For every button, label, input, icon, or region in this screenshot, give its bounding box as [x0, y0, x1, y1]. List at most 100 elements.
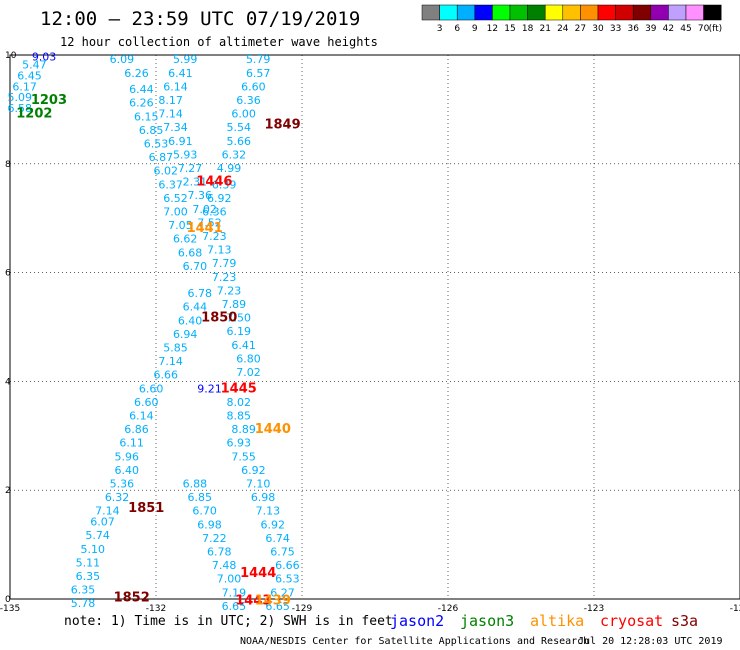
wave-height-value: 6.86	[124, 423, 149, 436]
wave-height-value: 6.53	[275, 573, 300, 586]
wave-height-value: 6.14	[163, 80, 188, 93]
wave-height-value: 6.92	[241, 464, 266, 477]
footer-note: note: 1) Time is in UTC; 2) SWH is in fe…	[64, 614, 393, 629]
wave-height-value: 4.99	[217, 162, 242, 175]
x-tick-label: -132	[146, 604, 166, 614]
pass-time-label: 1852	[114, 591, 150, 606]
satellite-jason3: jason3	[460, 612, 514, 630]
wave-height-value: 7.10	[246, 477, 271, 490]
wave-height-value: 6.98	[197, 518, 222, 531]
legend-label: 24	[557, 24, 569, 34]
pass-time-label: 1850	[201, 311, 237, 326]
wave-height-value: 6.70	[183, 260, 208, 273]
wave-height-value: 6.36	[236, 94, 261, 107]
legend-label: 30	[592, 24, 604, 34]
wave-height-value: 7.22	[202, 532, 227, 545]
x-tick-label: -135	[0, 604, 20, 614]
wave-height-value: 5.93	[173, 148, 198, 161]
legend-label: 39	[645, 24, 657, 34]
legend-label: 70	[698, 24, 710, 34]
wave-height-value: 6.32	[222, 148, 247, 161]
satellite-cryosat: cryosat	[600, 612, 663, 630]
wave-height-value: 6.53	[144, 137, 169, 150]
wave-height-value: 7.55	[231, 450, 256, 463]
wave-height-value: 6.35	[76, 570, 101, 583]
legend-swatch	[492, 4, 511, 21]
wave-height-value: 6.75	[270, 545, 295, 558]
wave-height-value: 6.45	[17, 69, 42, 82]
pass-time-label: 1441	[187, 221, 223, 236]
wave-height-value: 6.40	[115, 464, 140, 477]
wave-height-value: 7.05	[168, 219, 193, 232]
y-tick-label: 2	[5, 486, 11, 496]
legend-label: 12	[487, 24, 498, 34]
grid-lines	[10, 55, 740, 599]
satellite-jason2: jason2	[390, 612, 444, 630]
wave-height-value: 6.44	[183, 301, 208, 314]
wave-height-value: 6.58	[7, 102, 32, 115]
legend-label: 21	[539, 24, 550, 34]
pass-time-label: 1203	[31, 93, 67, 108]
legend-label: 18	[522, 24, 534, 34]
legend-unit: (ft)	[709, 24, 723, 34]
pass-time-label: 1440	[255, 422, 291, 437]
wave-height-value: 6.60	[134, 396, 159, 409]
pass-time-label: 1849	[264, 117, 300, 132]
legend-swatch	[439, 4, 458, 21]
wave-height-value: 5.10	[80, 543, 105, 556]
wave-height-value: 6.98	[251, 491, 276, 504]
legend-swatch	[544, 4, 564, 21]
legend-swatch	[685, 4, 704, 21]
wave-height-value: 7.34	[163, 121, 188, 134]
legend-label: 6	[454, 24, 460, 34]
wave-height-value: 6.09	[110, 53, 135, 66]
wave-height-value: 6.85	[139, 124, 164, 137]
wave-height-value: 6.19	[226, 325, 251, 338]
legend-swatch	[527, 4, 546, 21]
wave-height-value: 5.11	[76, 556, 101, 569]
wave-height-value: 6.02	[153, 165, 178, 178]
wave-height-value: 7.00	[163, 205, 188, 218]
wave-height-value: 7.00	[217, 573, 242, 586]
x-tick-label: -123	[584, 604, 604, 614]
wave-height-labels: 9.035.476.456.175.096.586.096.266.446.26…	[7, 50, 299, 612]
wave-height-value: 6.88	[183, 477, 208, 490]
wave-height-value: 6.26	[124, 67, 149, 80]
legend-label: 36	[627, 24, 639, 34]
legend-swatch	[562, 4, 581, 21]
legend-swatch	[474, 4, 493, 21]
wave-height-value: 6.39	[212, 178, 237, 191]
wave-height-value: 6.37	[158, 178, 183, 191]
axis-ticks: -135 -132 -129 -126 -123 -120 0 2 4 6 8 10	[0, 51, 740, 614]
wave-height-value: 6.78	[188, 287, 213, 300]
wave-height-value: 5.78	[71, 597, 96, 610]
wave-height-value: 6.68	[178, 246, 203, 259]
wave-height-value: 6.65	[265, 600, 290, 613]
wave-height-value: 6.65	[222, 600, 247, 613]
wave-height-value: 6.70	[192, 505, 217, 518]
wave-height-value: 6.78	[207, 545, 232, 558]
wave-height-value: 5.85	[163, 341, 188, 354]
pass-time-label: 1443	[235, 593, 271, 608]
satellite-legend: jason2 jason3 altika cryosat s3a	[390, 612, 698, 630]
wave-height-value: 6.60	[241, 80, 266, 93]
wave-height-value: 6.32	[105, 491, 130, 504]
wave-height-value: 7.52	[197, 216, 222, 229]
credit-text: NOAA/NESDIS Center for Satellite Applica…	[240, 636, 589, 647]
wave-height-value: 8.02	[226, 396, 251, 409]
wave-height-value: 7.23	[217, 284, 242, 297]
legend-swatch	[650, 4, 669, 21]
wave-height-value: 6.41	[231, 339, 256, 352]
wave-height-value: 6.14	[129, 409, 154, 422]
wave-height-value: 5.47	[22, 59, 47, 72]
y-tick-label: 6	[5, 269, 11, 279]
x-tick-label: -126	[438, 604, 459, 614]
legend-swatch	[421, 4, 440, 21]
wave-height-value: 6.15	[134, 110, 159, 123]
wave-height-value: 5.36	[110, 477, 135, 490]
y-tick-label: 4	[5, 377, 11, 387]
wave-height-value: 9.21	[197, 382, 222, 395]
wave-height-value: 7.13	[256, 505, 281, 518]
